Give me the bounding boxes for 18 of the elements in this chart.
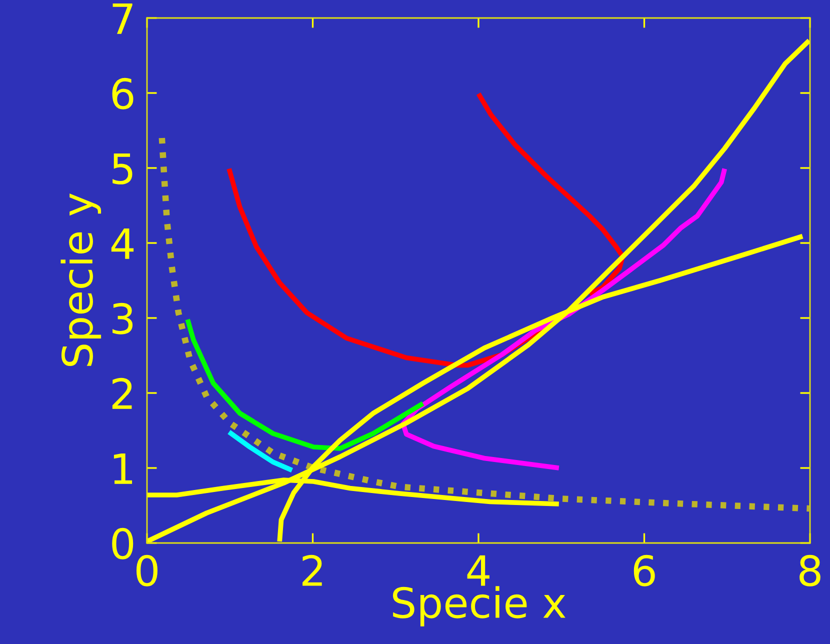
y-tick-label: 0 <box>112 528 134 560</box>
line-series <box>476 91 626 296</box>
y-tick-label: 7 <box>112 3 132 34</box>
y-tick-label: 3 <box>112 302 133 334</box>
y-tick-label: 4 <box>111 228 134 259</box>
x-axis-title: Specie x <box>392 586 566 626</box>
y-tick-label: 5 <box>112 153 132 184</box>
x-tick-label: 6 <box>634 554 655 586</box>
y-axis-title: Specie y <box>60 193 102 366</box>
x-tick-label: 4 <box>467 555 490 586</box>
y-tick-label: 6 <box>112 78 134 110</box>
x-tick-label: 2 <box>302 554 322 586</box>
x-tick-label: 0 <box>136 554 158 586</box>
y-tick-label: 2 <box>112 378 132 409</box>
line-series <box>185 317 426 451</box>
line-series <box>226 430 294 473</box>
y-tick-label: 1 <box>114 453 132 484</box>
x-tick-label: 8 <box>800 554 820 586</box>
